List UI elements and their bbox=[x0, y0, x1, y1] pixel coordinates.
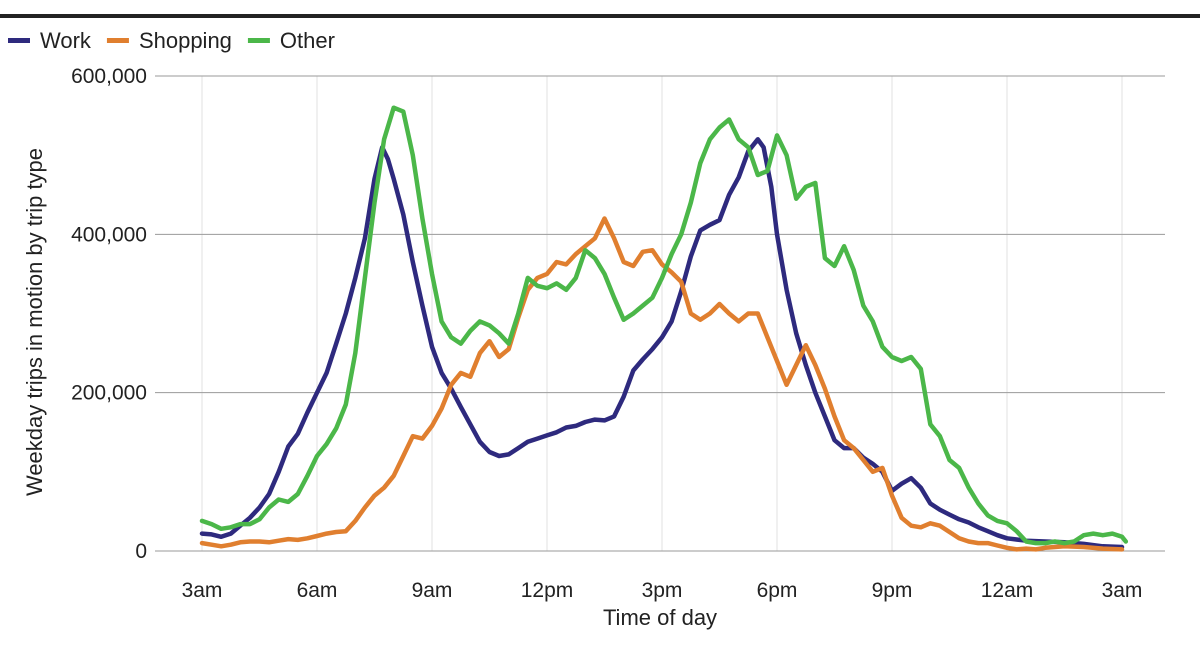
series-line-work bbox=[199, 137, 1125, 550]
y-axis-ticks: 0 200,000 400,000 600,000 bbox=[71, 65, 147, 563]
legend-swatch-shopping bbox=[106, 38, 129, 43]
horizontal-gridlines bbox=[155, 75, 1165, 552]
legend-label-shopping: Shopping bbox=[139, 28, 232, 53]
legend-swatch-other bbox=[247, 38, 270, 43]
y-tick-label: 200,000 bbox=[71, 382, 147, 405]
x-tick-label: 12pm bbox=[521, 579, 574, 602]
series-line-shopping bbox=[199, 216, 1125, 552]
legend: Work Shopping Other bbox=[8, 28, 335, 53]
x-axis-ticks: 3am 6am 9am 12pm 3pm 6pm 9pm 12am 3am bbox=[182, 579, 1143, 602]
y-tick-label: 400,000 bbox=[71, 223, 147, 246]
x-tick-label: 9am bbox=[412, 579, 453, 602]
top-rule bbox=[0, 14, 1200, 18]
legend-label-work: Work bbox=[40, 28, 92, 53]
vertical-gridlines bbox=[201, 76, 1123, 551]
x-tick-label: 6pm bbox=[757, 579, 798, 602]
y-tick-label: 0 bbox=[135, 540, 147, 563]
y-axis-title: Weekday trips in motion by trip type bbox=[22, 148, 47, 496]
x-tick-label: 3am bbox=[182, 579, 223, 602]
x-tick-label: 12am bbox=[981, 579, 1034, 602]
x-tick-label: 3am bbox=[1102, 579, 1143, 602]
x-tick-label: 9pm bbox=[872, 579, 913, 602]
y-tick-label: 600,000 bbox=[71, 65, 147, 88]
series-lines bbox=[199, 105, 1129, 552]
x-tick-label: 3pm bbox=[642, 579, 683, 602]
legend-label-other: Other bbox=[280, 28, 335, 53]
legend-swatch-work bbox=[8, 38, 30, 43]
x-tick-label: 6am bbox=[297, 579, 338, 602]
x-axis-title: Time of day bbox=[603, 605, 717, 630]
series-line-other bbox=[199, 105, 1129, 546]
